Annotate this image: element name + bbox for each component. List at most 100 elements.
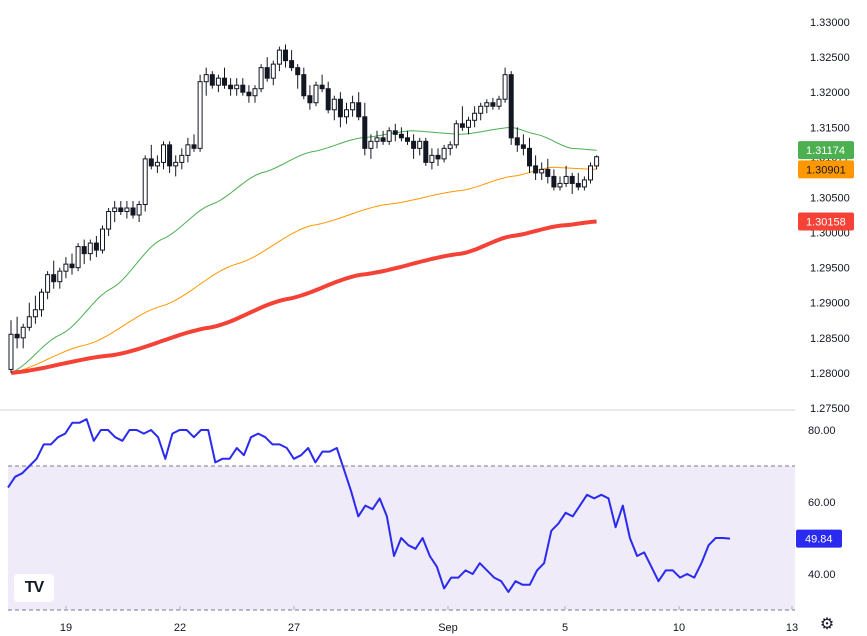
candle-body [276, 49, 282, 65]
candle-body [185, 144, 191, 156]
candle-body [466, 119, 471, 128]
candle-body [75, 246, 81, 269]
candle-body [51, 274, 57, 283]
candle-body [57, 270, 63, 283]
candle-body [295, 67, 301, 76]
series-value-tag-text: 1.30158 [806, 216, 846, 228]
candle-body [234, 84, 240, 90]
candle-body [386, 130, 392, 142]
candle-body [490, 102, 496, 107]
candle-body [337, 98, 343, 118]
candle-body [380, 137, 386, 142]
time-tick-label: 13 [786, 622, 798, 634]
candle-body [594, 156, 600, 167]
candle-body [209, 74, 215, 86]
candle-body [289, 60, 295, 69]
candle-body [173, 161, 179, 167]
candle-body [118, 207, 124, 213]
candle-body [411, 140, 417, 149]
candle-body [508, 74, 514, 139]
candle-body [215, 77, 221, 86]
candle-body [533, 165, 539, 174]
candle-body [270, 63, 276, 79]
candle-body [100, 228, 105, 251]
candle-body [545, 168, 551, 177]
candle-body [325, 88, 331, 111]
candle-body [20, 326, 26, 339]
price-tick-label: 1.33000 [810, 17, 850, 29]
candle-body [405, 137, 410, 142]
candle-body [222, 77, 227, 86]
rsi-series-line [7, 418, 731, 593]
candle-body [551, 175, 557, 188]
series-value-tag-text: 1.31174 [806, 145, 845, 157]
moving-average-2 [10, 166, 597, 374]
candle-body [112, 207, 118, 213]
candle-body [148, 158, 154, 167]
time-tick-label: 27 [288, 622, 300, 634]
candle-body [398, 133, 404, 139]
series-value-tag [798, 212, 854, 231]
price-tick-label: 1.30000 [810, 228, 850, 240]
rsi-value-tag-text: 49.84 [805, 534, 833, 546]
candle-body [453, 123, 459, 146]
candle-body [87, 242, 93, 255]
rsi-tick-label: 40.00 [808, 569, 836, 581]
time-axis[interactable]: 19 22 27 Sep 5 10 13 [60, 606, 798, 634]
rsi-tick-label: 80.00 [808, 425, 836, 437]
candle-body [313, 84, 319, 104]
candle-body [569, 175, 575, 184]
candle-body [45, 274, 51, 293]
candle-body [350, 102, 356, 111]
price-series [10, 126, 597, 375]
candle-body [472, 112, 478, 121]
rsi-axis[interactable]: 80.00 60.00 40.00 49.84 [796, 425, 842, 581]
candles [8, 44, 600, 373]
tradingview-logo: TV [14, 574, 54, 602]
candle-body [344, 109, 349, 118]
candle-body [228, 84, 234, 90]
candle-body [514, 137, 520, 146]
candle-body [197, 81, 203, 149]
candle-body [39, 291, 44, 311]
candle-body [167, 144, 173, 167]
candle-body [32, 309, 38, 318]
candle-body [161, 144, 166, 163]
candle-body [191, 144, 197, 149]
candle-body [307, 95, 313, 104]
settings-gear-icon[interactable]: ⚙ [819, 616, 835, 633]
time-tick-label: 22 [174, 622, 186, 634]
price-tick-label: 1.28000 [810, 368, 850, 380]
series-value-tag [798, 160, 854, 179]
candle-body [264, 67, 270, 79]
candle-body [527, 147, 532, 167]
candle-body [14, 333, 20, 339]
time-tick-label: 19 [60, 622, 72, 634]
candle-body [26, 316, 32, 328]
candle-body [203, 74, 209, 83]
candle-body [368, 140, 374, 149]
time-tick-label: Sep [438, 622, 458, 634]
candle-body [130, 207, 136, 216]
candle-body [496, 98, 502, 107]
candle-body [8, 333, 14, 370]
candle-body [581, 179, 587, 188]
candle-body [520, 144, 526, 149]
candle-body [136, 203, 142, 216]
candle-body [502, 74, 508, 100]
moving-average-3 [10, 219, 597, 375]
price-tick-label: 1.28500 [810, 333, 850, 345]
price-tick-label: 1.32500 [810, 52, 850, 64]
price-tick-label: 1.32000 [810, 87, 850, 99]
candle-body [252, 88, 258, 97]
candle-body [319, 84, 325, 90]
price-tick-label: 1.29000 [810, 298, 850, 310]
candle-body [81, 246, 87, 255]
rsi-value-tag [796, 529, 842, 548]
candle-body [435, 154, 441, 160]
series-value-tag [798, 141, 854, 160]
price-axis[interactable]: 1.33000 1.32500 1.32000 1.31500 1.30500 1.300… [798, 17, 854, 415]
candle-body [423, 140, 429, 163]
candle-body [69, 263, 75, 269]
